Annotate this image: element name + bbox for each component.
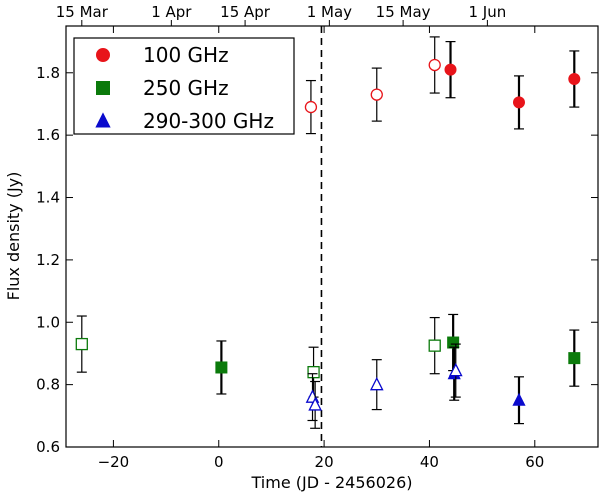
top-date-label: 15 Apr bbox=[220, 3, 271, 21]
top-date-label: 15 May bbox=[376, 3, 431, 21]
data-point-square bbox=[447, 336, 460, 349]
top-date-label: 1 Jun bbox=[469, 3, 507, 21]
data-point-square bbox=[428, 339, 441, 352]
data-point-circle bbox=[370, 88, 383, 101]
top-date-label: 1 Apr bbox=[151, 3, 192, 21]
legend-label: 100 GHz bbox=[143, 43, 229, 67]
data-point-square bbox=[307, 366, 320, 379]
top-date-label: 15 Mar bbox=[56, 3, 109, 21]
plot-layer bbox=[75, 26, 581, 447]
plot-frame bbox=[65, 25, 599, 448]
y-tick-label: 0.6 bbox=[36, 438, 60, 456]
data-point-circle bbox=[304, 100, 318, 114]
data-point-circle bbox=[512, 96, 525, 109]
legend-marker-circle bbox=[96, 48, 110, 62]
data-point-triangle bbox=[308, 397, 322, 411]
y-tick-label: 1.4 bbox=[36, 189, 60, 207]
top-date-label: 1 May bbox=[307, 3, 352, 21]
data-point-square bbox=[215, 361, 228, 374]
series-250-ghz bbox=[75, 313, 581, 398]
x-tick-label: 0 bbox=[214, 453, 224, 471]
axes-layer: −20 0 20 40 60 0.6 0.8 1.0 1.2 1.4 1.6 1.8 15 Mar 1 A… bbox=[36, 3, 598, 471]
series-290-300-ghz bbox=[305, 343, 526, 429]
legend-label: 250 GHz bbox=[143, 76, 229, 100]
y-tick-label: 0.8 bbox=[36, 376, 60, 394]
legend-label: 290-300 GHz bbox=[143, 109, 274, 133]
x-tick-label: 20 bbox=[315, 453, 334, 471]
x-tick-label: −20 bbox=[98, 453, 130, 471]
data-point-square bbox=[75, 337, 88, 351]
y-axis-title: Flux density (Jy) bbox=[4, 172, 23, 301]
data-point-square bbox=[568, 352, 581, 365]
data-point-triangle bbox=[369, 376, 384, 391]
y-tick-label: 1.6 bbox=[36, 126, 60, 144]
legend-marker-square bbox=[96, 81, 110, 95]
legend-marker-triangle bbox=[95, 112, 111, 128]
y-tick-label: 1.0 bbox=[36, 313, 60, 331]
data-point-circle bbox=[428, 58, 441, 72]
legend-box bbox=[73, 37, 295, 135]
data-point-triangle bbox=[448, 362, 463, 377]
y-tick-label: 1.2 bbox=[36, 251, 60, 269]
legend: 100 GHz 250 GHz 290-300 GHz bbox=[73, 37, 295, 135]
series-100-ghz bbox=[304, 36, 581, 135]
data-point-circle bbox=[444, 63, 457, 76]
x-axis-title: Time (JD - 2456026) bbox=[251, 473, 413, 492]
x-tick-label: 60 bbox=[525, 453, 544, 471]
data-point-circle bbox=[568, 73, 581, 86]
data-point-triangle bbox=[512, 392, 526, 406]
y-tick-label: 1.8 bbox=[36, 64, 60, 82]
x-tick-label: 40 bbox=[420, 453, 439, 471]
